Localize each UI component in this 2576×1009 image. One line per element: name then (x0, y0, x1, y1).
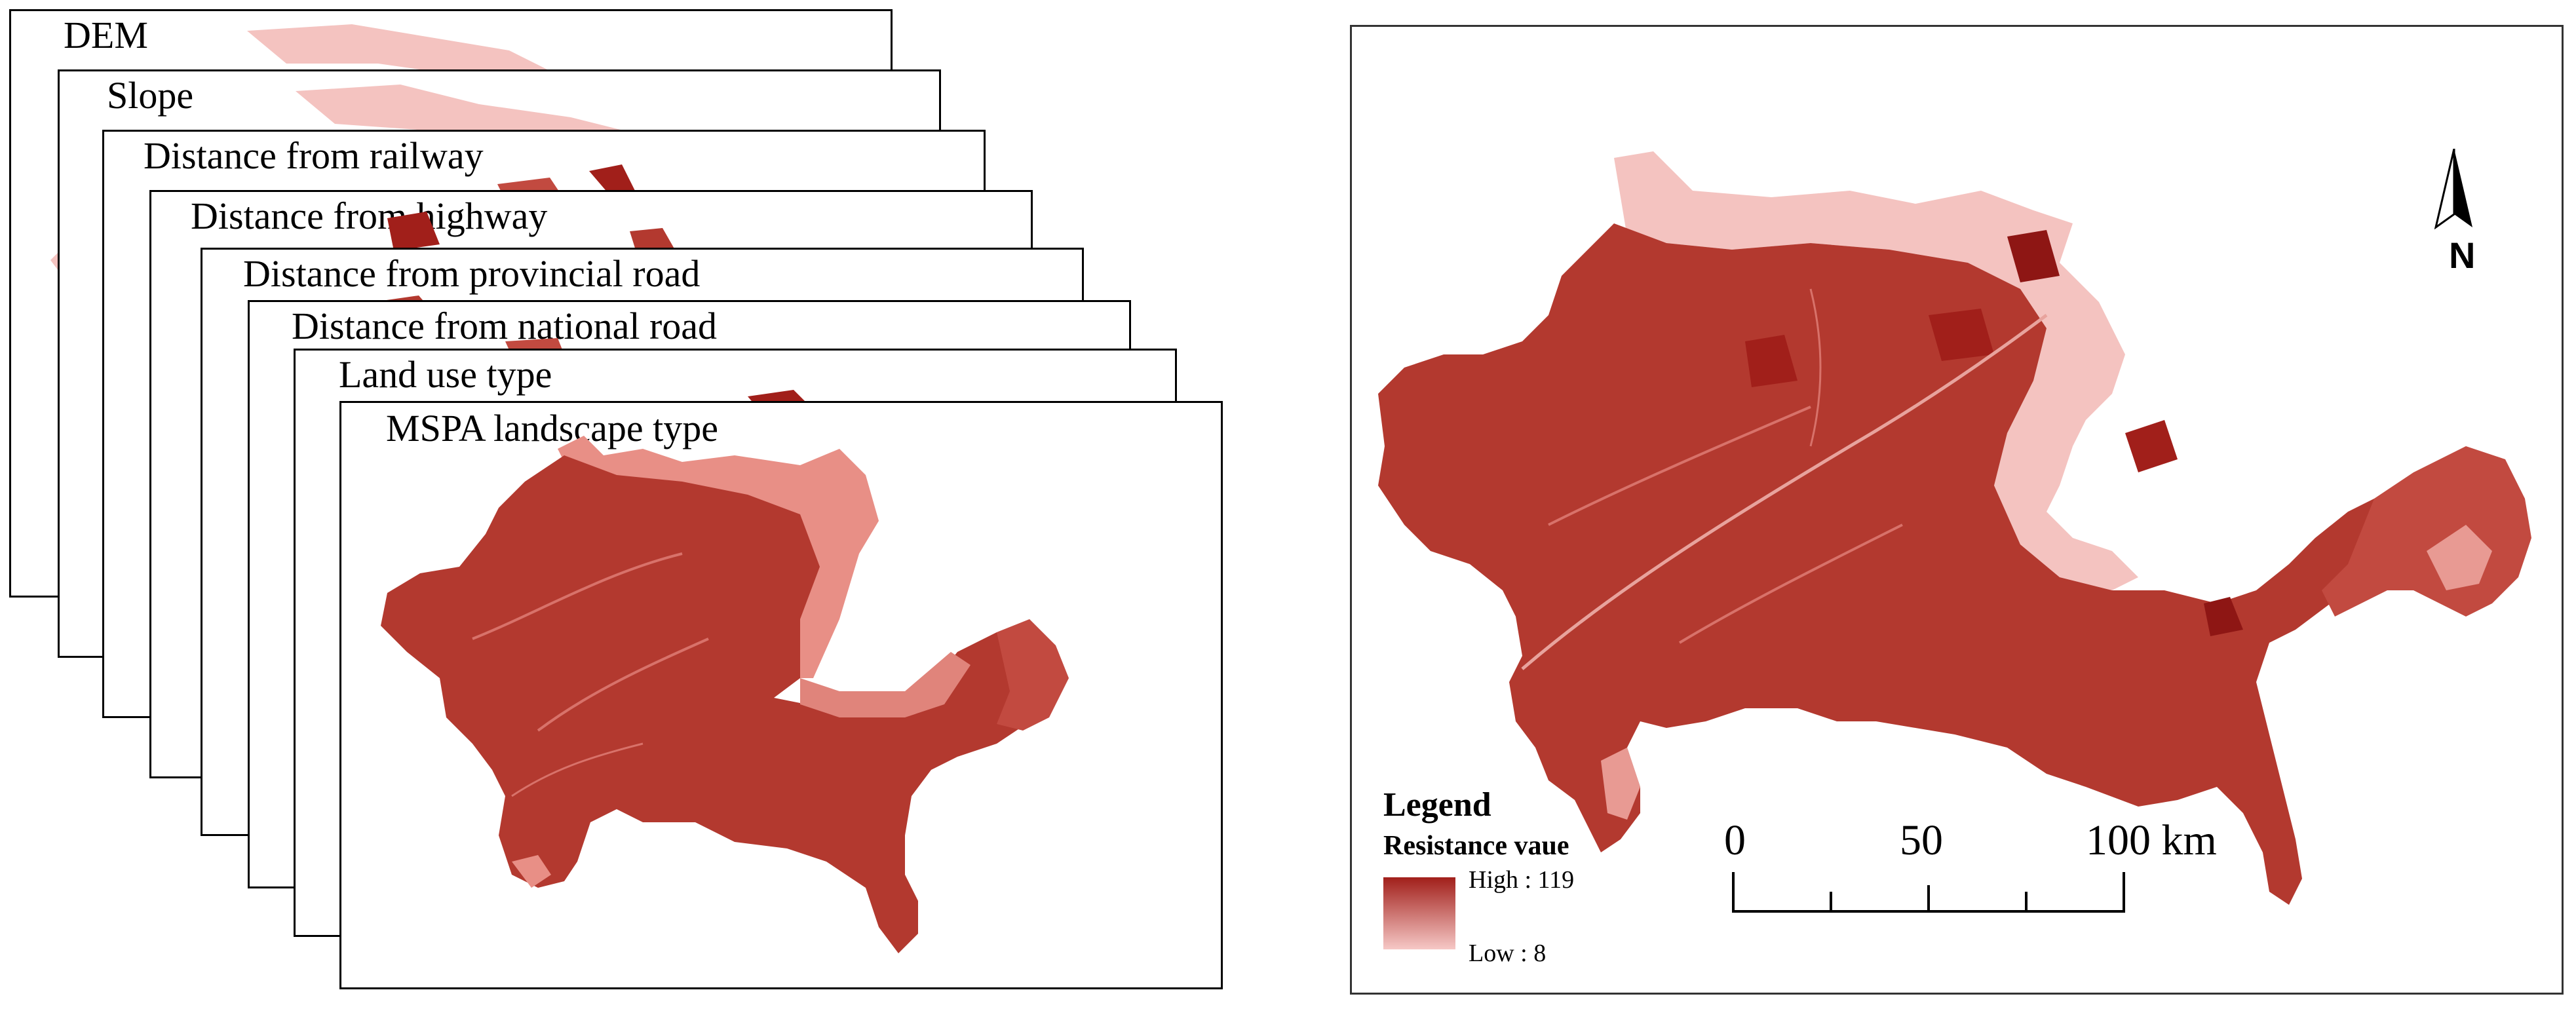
layer-map-fragment (387, 212, 676, 252)
legend-low-label: Low : 8 (1469, 940, 1547, 967)
layer-title: Distance from highway (191, 195, 548, 237)
scale-label-0: 0 (1724, 816, 1746, 864)
layer-map-fragment (748, 390, 807, 404)
scale-label-50: 50 (1900, 816, 1943, 864)
layer-title: Distance from provincial road (243, 252, 701, 295)
resistance-map-panel: N Legend Resistance vaue High : 119 Low … (1350, 25, 2564, 995)
resistance-map (1378, 151, 2531, 905)
legend-high-label: High : 119 (1469, 866, 1575, 894)
legend-subtitle: Resistance vaue (1383, 831, 1569, 861)
layer-title: MSPA landscape type (386, 407, 718, 449)
north-arrow-label: N (2449, 235, 2476, 276)
legend-title: Legend (1383, 786, 1491, 824)
mspa-map (381, 436, 1069, 953)
legend-color-ramp (1383, 877, 1455, 949)
layer-card-mspa: MSPA landscape type (339, 401, 1223, 989)
layer-title: Distance from railway (144, 134, 484, 177)
layer-map-fragment (296, 85, 623, 143)
north-arrow-icon (2434, 149, 2472, 230)
scale-label-100: 100 km (2086, 816, 2217, 864)
layer-title: Distance from national road (292, 305, 718, 347)
layer-title: Land use type (339, 353, 552, 396)
scale-bar (1732, 872, 2125, 913)
layer-title: Slope (107, 74, 194, 117)
layer-title: DEM (64, 14, 148, 56)
